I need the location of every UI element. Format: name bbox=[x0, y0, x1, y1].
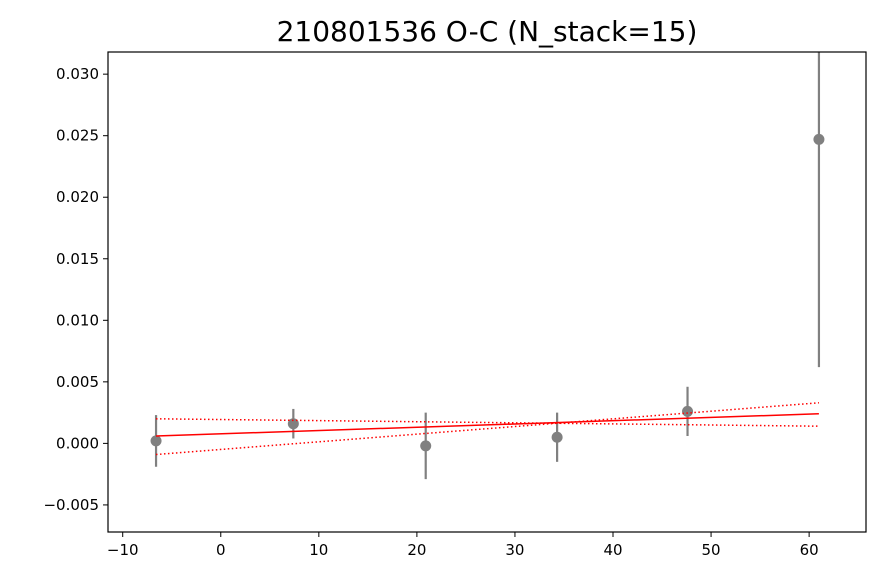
fit-line bbox=[155, 413, 819, 437]
y-tick-label-3: 0.010 bbox=[56, 311, 99, 329]
y-tick-label-1: 0.000 bbox=[56, 434, 99, 452]
axes: −10 0 10 20 30 40 50 60 −0.005 0.000 0.005 0.010 0.0… bbox=[43, 51, 867, 559]
fit-bound-line-3 bbox=[155, 418, 819, 427]
axes-frame bbox=[107, 51, 867, 533]
y-tick-label-6: 0.025 bbox=[56, 127, 99, 145]
data-point-5 bbox=[813, 133, 825, 145]
plot-series bbox=[150, 52, 825, 480]
fit-bound-line-2 bbox=[155, 402, 819, 456]
chart-title: 210801536 O-C (N_stack=15) bbox=[277, 15, 698, 48]
x-tick-label-0: −10 bbox=[107, 541, 139, 559]
y-tick-label-4: 0.015 bbox=[56, 250, 99, 268]
data-point-3 bbox=[551, 431, 563, 443]
x-tick-label-6: 50 bbox=[702, 541, 721, 559]
x-tick-label-7: 60 bbox=[800, 541, 819, 559]
data-point-4 bbox=[682, 405, 694, 417]
y-tick-label-5: 0.020 bbox=[56, 188, 99, 206]
y-tick-label-0: −0.005 bbox=[43, 496, 99, 514]
x-tick-label-4: 30 bbox=[505, 541, 524, 559]
x-tick-label-2: 10 bbox=[309, 541, 328, 559]
x-tick-label-1: 0 bbox=[216, 541, 226, 559]
y-tick-label-2: 0.005 bbox=[56, 373, 99, 391]
plot-area bbox=[150, 52, 825, 480]
x-tick-label-3: 20 bbox=[407, 541, 426, 559]
y-tick-label-7: 0.030 bbox=[56, 65, 99, 83]
data-point-0 bbox=[150, 435, 162, 447]
x-tick-label-5: 40 bbox=[603, 541, 622, 559]
data-point-2 bbox=[420, 440, 432, 452]
